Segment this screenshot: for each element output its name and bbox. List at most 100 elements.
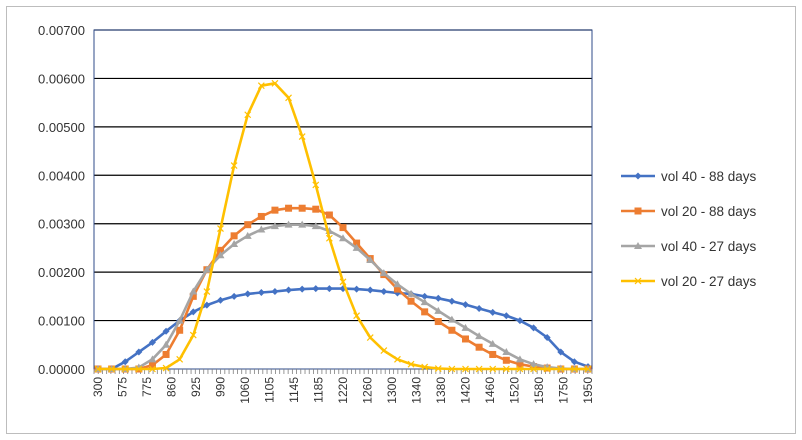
marker-diamond	[502, 312, 510, 320]
marker-square	[475, 343, 483, 351]
marker-diamond	[462, 301, 469, 309]
legend-label-1: vol 40 - 88 days	[661, 169, 757, 184]
marker-triangle	[189, 287, 198, 295]
marker-x	[570, 365, 578, 373]
y-tick-label: 0.00300	[38, 217, 85, 232]
marker-square	[189, 292, 197, 300]
marker-triangle	[502, 348, 511, 356]
marker-triangle	[420, 298, 429, 306]
y-tick-label: 0.00700	[38, 23, 85, 38]
x-tick-label: 1420	[459, 377, 473, 404]
marker-x	[94, 365, 102, 373]
marker-square	[407, 297, 415, 305]
marker-diamond	[634, 172, 642, 180]
marker-x	[489, 365, 497, 373]
marker-diamond	[325, 285, 333, 293]
marker-x	[298, 133, 306, 140]
marker-x	[366, 334, 374, 341]
line-chart: 0.00000 0.00100 0.00200 0.00300 0.00400 0.005…	[38, 23, 757, 404]
marker-triangle	[298, 220, 307, 228]
marker-x	[394, 355, 401, 363]
marker-triangle	[529, 360, 538, 368]
marker-x	[257, 82, 265, 90]
marker-square	[516, 360, 524, 368]
y-tick-label: 0.00400	[38, 168, 85, 183]
x-tick-label: 1520	[508, 377, 522, 404]
marker-triangle	[488, 339, 497, 347]
marker-x	[285, 94, 292, 102]
x-tick-label: 1060	[238, 377, 252, 404]
marker-square	[312, 205, 320, 213]
marker-square	[162, 350, 170, 358]
marker-square	[148, 361, 156, 369]
marker-diamond	[543, 334, 551, 342]
marker-diamond	[312, 285, 320, 293]
marker-triangle	[284, 220, 293, 228]
marker-triangle	[634, 242, 642, 249]
marker-diamond	[380, 288, 388, 296]
marker-diamond	[244, 290, 252, 298]
marker-x	[448, 365, 456, 373]
marker-diamond	[135, 348, 143, 356]
x-tick-label: 1380	[434, 377, 448, 404]
x-tick-label: 1260	[361, 377, 375, 404]
marker-x	[407, 360, 415, 368]
y-tick-label: 0.00200	[38, 265, 85, 280]
marker-diamond	[570, 358, 578, 366]
x-tick-label: 775	[140, 377, 154, 397]
marker-x	[244, 111, 252, 119]
marker-diamond	[475, 304, 483, 312]
marker-square	[393, 285, 401, 293]
marker-square	[257, 212, 265, 220]
marker-triangle	[461, 323, 470, 331]
marker-diamond	[257, 288, 265, 296]
marker-triangle	[243, 231, 252, 239]
x-tick-label: 860	[165, 377, 179, 397]
y-tick-label: 0.00100	[38, 314, 85, 329]
x-tick-label: 925	[189, 377, 203, 397]
legend-label-4: vol 20 - 27 days	[661, 274, 757, 289]
marker-triangle	[515, 355, 524, 363]
marker-triangle	[162, 340, 171, 348]
x-tick-label: 1220	[336, 377, 350, 404]
marker-triangle	[311, 222, 320, 230]
marker-x	[516, 365, 524, 373]
x-tick-label: 990	[214, 377, 228, 397]
marker-diamond	[203, 301, 211, 309]
marker-x	[584, 365, 592, 373]
marker-x	[108, 365, 116, 373]
x-tick-label: 1950	[581, 377, 595, 404]
marker-x	[189, 331, 197, 339]
marker-diamond	[557, 348, 565, 356]
marker-triangle	[230, 240, 239, 248]
marker-diamond	[285, 286, 293, 294]
marker-x	[475, 365, 483, 373]
x-tick-label: 1185	[312, 377, 326, 403]
x-tick-label: 575	[116, 377, 130, 397]
x-tick-label: 1750	[557, 377, 571, 404]
x-tick-label: 1105	[263, 377, 277, 403]
marker-square	[353, 239, 361, 247]
marker-diamond	[148, 338, 156, 346]
marker-diamond	[489, 308, 497, 316]
marker-x	[162, 364, 170, 372]
marker-diamond	[516, 317, 524, 325]
marker-square	[285, 204, 293, 212]
marker-x	[325, 234, 333, 242]
marker-diamond	[271, 288, 279, 296]
marker-triangle	[447, 315, 456, 323]
marker-diamond	[434, 294, 442, 302]
marker-square	[502, 356, 510, 364]
legend-label-2: vol 20 - 88 days	[661, 204, 757, 219]
marker-square	[634, 207, 642, 215]
x-tick-label: 1340	[410, 377, 424, 404]
marker-diamond	[353, 285, 361, 293]
chart-frame: 0.00000 0.00100 0.00200 0.00300 0.00400 0.005…	[6, 6, 796, 434]
marker-square	[434, 318, 442, 326]
marker-square	[244, 221, 252, 229]
marker-square	[421, 308, 429, 316]
marker-x	[121, 365, 129, 373]
x-tick-label: 300	[91, 377, 105, 397]
marker-square	[217, 246, 224, 254]
x-tick-label: 1460	[483, 377, 497, 404]
